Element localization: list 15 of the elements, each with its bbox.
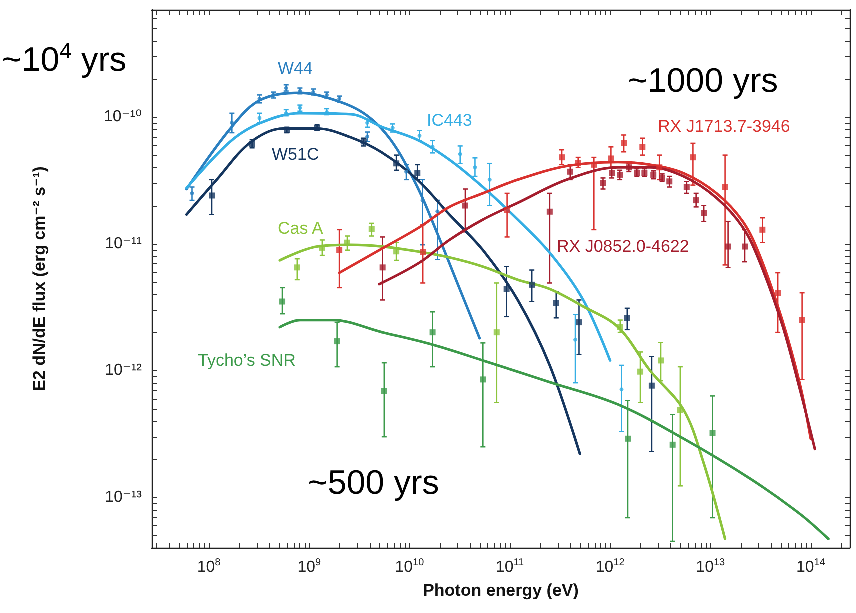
series-label: W44 <box>278 59 313 78</box>
x-axis-title: Photon energy (eV) <box>423 581 579 600</box>
series-label: Cas A <box>278 219 324 238</box>
annotation: ~500 yrs <box>308 464 440 502</box>
y-tick-label: 10⁻¹³ <box>105 489 143 506</box>
y-axis-title: E2 dN/dE flux (erg cm⁻² s⁻¹) <box>30 166 49 392</box>
y-tick-label: 10⁻¹² <box>105 362 143 380</box>
series-label: RX J1713.7-3946 <box>658 117 790 136</box>
series-label: Tycho’s SNR <box>198 351 296 370</box>
y-tick-label: 10⁻¹⁰ <box>104 108 142 126</box>
annotation: ~1000 yrs <box>628 62 778 100</box>
text: RX J0852.0-4622 <box>557 237 690 256</box>
series-label: W51C <box>272 145 320 164</box>
y-tick-label: 10⁻¹¹ <box>105 235 142 252</box>
series-label: IC443 <box>427 111 472 130</box>
